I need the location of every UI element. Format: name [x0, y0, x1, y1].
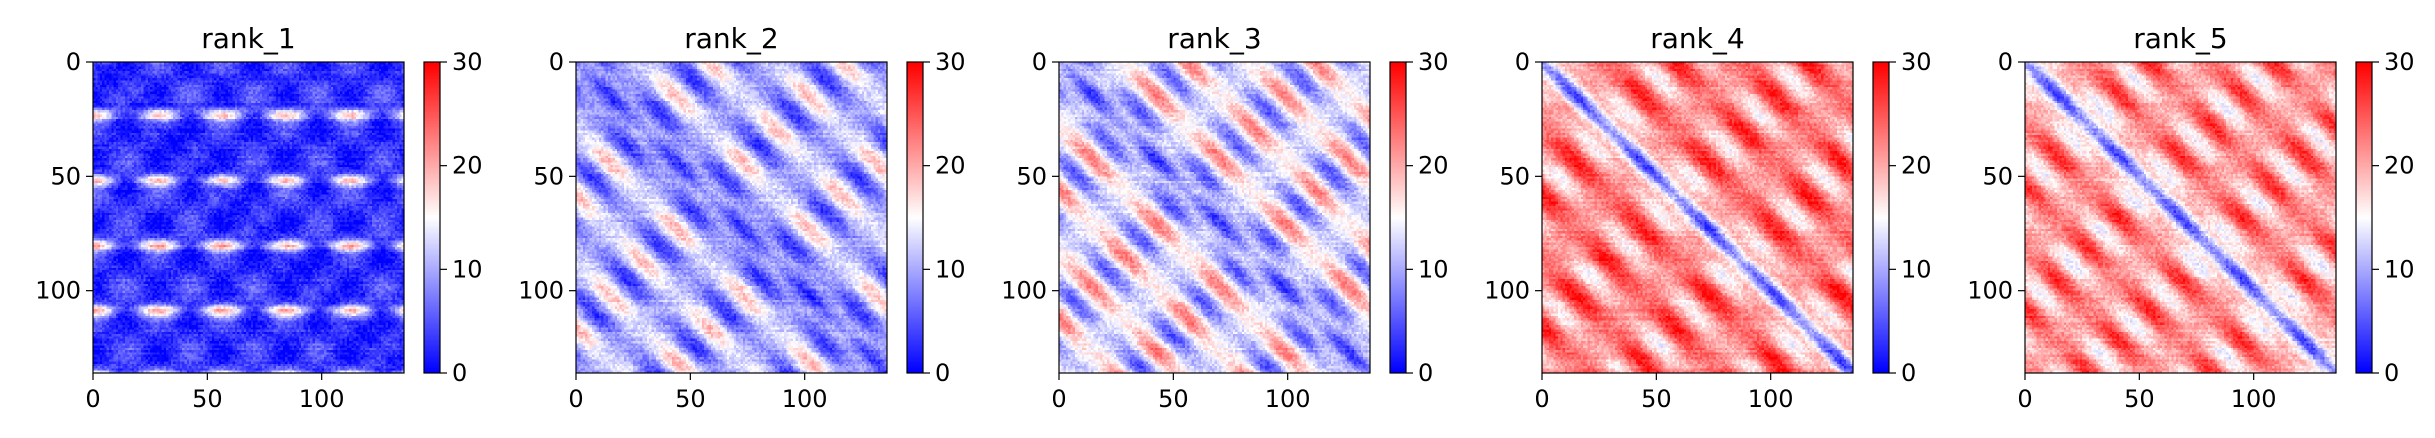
heatmap-panel-3: rank_3 0 50 100 0 50 100 0 10 20 30 — [1001, 22, 1448, 413]
y-tick-label: 50 — [1016, 162, 1047, 190]
x-tick-label: 0 — [1051, 385, 1066, 413]
colorbar-tick-label: 30 — [2384, 48, 2415, 76]
heatmap-cells — [1542, 62, 1853, 373]
plot-frame — [1058, 61, 1371, 374]
colorbar: 0 10 20 30 — [2355, 48, 2415, 387]
colorbar-tick-label: 10 — [2384, 255, 2415, 283]
colorbar-tick-label: 10 — [1901, 255, 1932, 283]
colorbar-tick-label: 10 — [935, 255, 966, 283]
y-tick-label: 100 — [518, 277, 564, 305]
heatmap-panel-2: rank_2 0 50 100 0 50 100 0 10 20 30 — [518, 22, 965, 413]
heatmap-panel-1: rank_1 0 50 100 0 50 100 0 10 20 30 — [35, 22, 482, 413]
colorbar-gradient — [424, 62, 440, 373]
colorbar-frame — [1872, 61, 1890, 374]
heatmap-cells — [576, 62, 887, 373]
heatmap-panel-5: rank_5 0 50 100 0 50 100 0 10 20 30 — [1967, 22, 2414, 413]
heatmap-cells — [2025, 62, 2336, 373]
y-tick-label: 100 — [35, 277, 81, 305]
y-tick-label: 0 — [66, 48, 81, 76]
colorbar-tick-label: 30 — [452, 48, 483, 76]
x-tick-label: 100 — [1265, 385, 1311, 413]
panel-title: rank_1 — [201, 22, 295, 55]
plot-frame — [92, 61, 405, 374]
colorbar-tick-label: 30 — [935, 48, 966, 76]
colorbar-tick-label: 0 — [1901, 359, 1916, 387]
x-tick-label: 50 — [192, 385, 223, 413]
colorbar-frame — [423, 61, 441, 374]
x-tick-label: 100 — [782, 385, 828, 413]
y-tick-label: 100 — [1484, 277, 1530, 305]
y-tick-label: 50 — [1982, 162, 2013, 190]
y-tick-label: 0 — [549, 48, 564, 76]
colorbar-tick-label: 30 — [1901, 48, 1932, 76]
y-tick-label: 100 — [1967, 277, 2013, 305]
colorbar-tick-label: 20 — [2384, 152, 2415, 180]
colorbar: 0 10 20 30 — [906, 48, 966, 387]
colorbar-frame — [2355, 61, 2373, 374]
colorbar: 0 10 20 30 — [1389, 48, 1449, 387]
x-tick-label: 50 — [675, 385, 706, 413]
x-tick-label: 100 — [1748, 385, 1794, 413]
colorbar-tick-label: 10 — [1418, 255, 1449, 283]
colorbar-frame — [906, 61, 924, 374]
x-tick-label: 50 — [1158, 385, 1189, 413]
x-tick-label: 100 — [2231, 385, 2277, 413]
colorbar: 0 10 20 30 — [1872, 48, 1932, 387]
y-tick-label: 50 — [533, 162, 564, 190]
heatmap-cells — [93, 62, 404, 373]
colorbar-tick-label: 0 — [935, 359, 950, 387]
y-tick-label: 0 — [1515, 48, 1530, 76]
colorbar-tick-label: 0 — [2384, 359, 2399, 387]
colorbar: 0 10 20 30 — [423, 48, 483, 387]
heatmap-panel-4: rank_4 0 50 100 0 50 100 0 10 20 30 — [1484, 22, 1931, 413]
plot-frame — [2024, 61, 2337, 374]
panel-title: rank_3 — [1167, 22, 1261, 55]
colorbar-gradient — [1873, 62, 1889, 373]
colorbar-tick-label: 0 — [1418, 359, 1433, 387]
panel-title: rank_5 — [2133, 22, 2227, 55]
x-tick-label: 50 — [2124, 385, 2155, 413]
x-tick-label: 0 — [568, 385, 583, 413]
x-tick-label: 100 — [299, 385, 345, 413]
colorbar-gradient — [1390, 62, 1406, 373]
x-tick-label: 0 — [85, 385, 100, 413]
colorbar-tick-label: 20 — [1418, 152, 1449, 180]
colorbar-tick-label: 20 — [935, 152, 966, 180]
y-tick-label: 50 — [1499, 162, 1530, 190]
panel-title: rank_4 — [1650, 22, 1744, 55]
colorbar-frame — [1389, 61, 1407, 374]
colorbar-gradient — [2356, 62, 2372, 373]
y-tick-label: 0 — [1998, 48, 2013, 76]
y-tick-label: 100 — [1001, 277, 1047, 305]
y-tick-label: 0 — [1032, 48, 1047, 76]
plot-frame — [575, 61, 888, 374]
x-tick-label: 50 — [1641, 385, 1672, 413]
colorbar-tick-label: 0 — [452, 359, 467, 387]
y-tick-label: 50 — [50, 162, 81, 190]
colorbar-tick-label: 10 — [452, 255, 483, 283]
plot-frame — [1541, 61, 1854, 374]
colorbar-tick-label: 20 — [1901, 152, 1932, 180]
panel-title: rank_2 — [684, 22, 778, 55]
x-tick-label: 0 — [2017, 385, 2032, 413]
heatmap-cells — [1059, 62, 1370, 373]
colorbar-tick-label: 20 — [452, 152, 483, 180]
colorbar-tick-label: 30 — [1418, 48, 1449, 76]
colorbar-gradient — [907, 62, 923, 373]
x-tick-label: 0 — [1534, 385, 1549, 413]
